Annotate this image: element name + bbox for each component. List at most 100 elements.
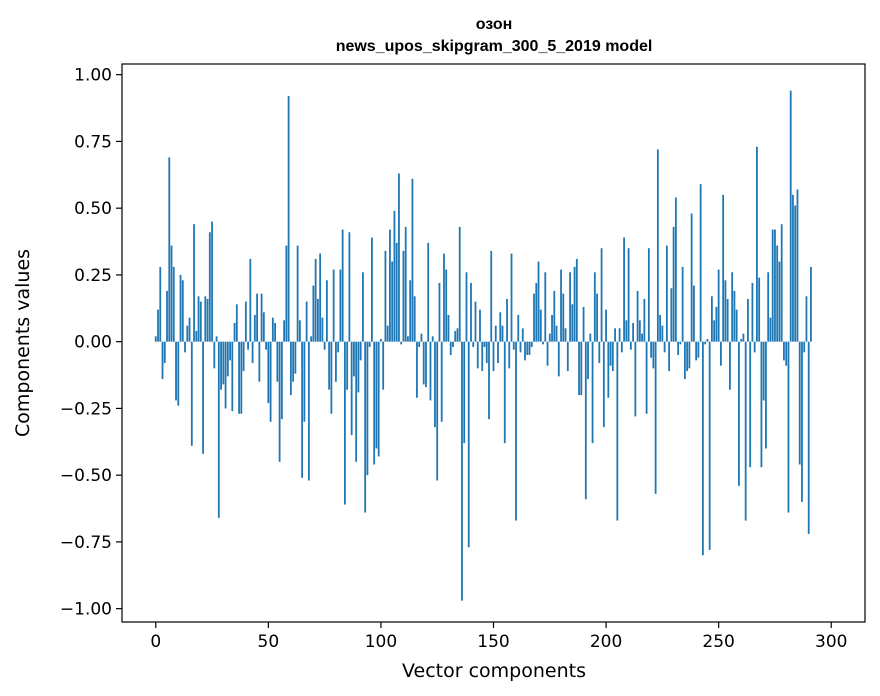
bar-139 bbox=[467, 341, 470, 548]
bar-148 bbox=[488, 341, 490, 420]
y-tick-label: 1.00 bbox=[74, 66, 112, 86]
bar-14 bbox=[186, 325, 189, 342]
bar-220 bbox=[650, 341, 653, 358]
bar-128 bbox=[443, 253, 445, 342]
bar-142 bbox=[474, 301, 477, 342]
bar-46 bbox=[258, 341, 261, 382]
bar-21 bbox=[202, 341, 204, 454]
bar-94 bbox=[366, 341, 369, 476]
bar-16 bbox=[190, 341, 193, 446]
bar-3 bbox=[161, 341, 164, 380]
bar-168 bbox=[533, 293, 535, 342]
bar-86 bbox=[348, 232, 351, 342]
bar-146 bbox=[483, 341, 486, 348]
bar-127 bbox=[440, 341, 443, 422]
bar-159 bbox=[512, 341, 515, 350]
bar-162 bbox=[519, 341, 522, 353]
bar-35 bbox=[233, 322, 236, 342]
bar-224 bbox=[659, 314, 662, 342]
bar-154 bbox=[501, 325, 504, 342]
bar-237 bbox=[688, 341, 691, 369]
bar-13 bbox=[184, 341, 186, 353]
bar-74 bbox=[321, 317, 324, 342]
bar-194 bbox=[591, 341, 594, 444]
bar-101 bbox=[382, 341, 385, 390]
bar-214 bbox=[636, 290, 639, 342]
bar-178 bbox=[555, 325, 558, 342]
bar-130 bbox=[447, 314, 450, 342]
x-axis-label: Vector components bbox=[402, 660, 586, 682]
bar-274 bbox=[771, 229, 774, 342]
bar-73 bbox=[319, 253, 322, 342]
bar-235 bbox=[683, 341, 686, 380]
bar-4 bbox=[163, 341, 166, 364]
bar-230 bbox=[672, 226, 675, 342]
x-tick-label: 200 bbox=[590, 632, 622, 652]
y-axis-label: Components values bbox=[12, 249, 34, 437]
bar-179 bbox=[557, 341, 560, 377]
bar-176 bbox=[551, 314, 553, 342]
y-tick-label: 0.25 bbox=[74, 266, 112, 286]
bar-144 bbox=[479, 309, 481, 342]
bar-254 bbox=[726, 298, 729, 342]
bar-277 bbox=[778, 261, 781, 342]
bars-group bbox=[154, 90, 812, 601]
y-tick-label: 0.00 bbox=[74, 333, 112, 353]
bar-117 bbox=[418, 341, 421, 348]
bar-123 bbox=[431, 336, 434, 342]
bar-30 bbox=[222, 341, 225, 385]
bar-15 bbox=[188, 317, 191, 342]
y-tick-label: −0.50 bbox=[60, 466, 112, 486]
bar-88 bbox=[353, 341, 355, 377]
bar-135 bbox=[458, 226, 461, 342]
bar-138 bbox=[465, 272, 468, 342]
bar-45 bbox=[256, 293, 258, 342]
bar-126 bbox=[438, 282, 441, 342]
bar-166 bbox=[528, 341, 531, 356]
bar-141 bbox=[472, 341, 475, 348]
x-ticks: 0 50 100 150 200 250 300 bbox=[150, 622, 847, 652]
bar-232 bbox=[677, 341, 680, 356]
bar-104 bbox=[389, 229, 391, 342]
bar-288 bbox=[803, 341, 806, 353]
bar-258 bbox=[735, 309, 738, 342]
bar-188 bbox=[578, 341, 580, 396]
bar-210 bbox=[627, 248, 630, 342]
x-tick-label: 250 bbox=[702, 632, 734, 652]
bar-153 bbox=[499, 312, 502, 342]
bar-149 bbox=[490, 250, 493, 342]
bar-259 bbox=[738, 341, 740, 486]
bar-227 bbox=[665, 245, 668, 342]
bar-244 bbox=[704, 341, 707, 345]
bar-129 bbox=[445, 269, 448, 342]
bar-65 bbox=[301, 341, 304, 478]
bar-271 bbox=[765, 341, 767, 449]
bar-247 bbox=[710, 296, 713, 342]
bar-242 bbox=[699, 184, 702, 342]
bar-282 bbox=[789, 90, 792, 342]
bar-167 bbox=[530, 341, 533, 348]
chart-title-line1: озон bbox=[476, 16, 513, 33]
bar-238 bbox=[690, 213, 693, 342]
bar-215 bbox=[638, 320, 641, 342]
bar-55 bbox=[278, 341, 281, 462]
bar-240 bbox=[695, 341, 698, 361]
bar-189 bbox=[580, 341, 583, 396]
bar-278 bbox=[780, 224, 783, 342]
bar-225 bbox=[661, 325, 664, 342]
bar-174 bbox=[546, 341, 549, 366]
bar-143 bbox=[476, 341, 479, 369]
plot-frame bbox=[121, 63, 866, 623]
bar-62 bbox=[294, 341, 297, 374]
bar-287 bbox=[801, 341, 803, 502]
y-tick-label: 0.50 bbox=[74, 199, 112, 219]
y-tick-label: −0.25 bbox=[60, 399, 112, 419]
x-tick-label: 300 bbox=[815, 632, 847, 652]
bar-32 bbox=[226, 341, 229, 377]
y-ticks: 1.00 0.75 0.50 0.25 0.00 −0.25 −0.50 −0.75 −1.00 bbox=[60, 66, 122, 620]
bar-87 bbox=[350, 341, 353, 436]
bar-269 bbox=[760, 341, 763, 468]
bar-61 bbox=[292, 341, 295, 382]
bar-170 bbox=[537, 261, 540, 342]
bar-260 bbox=[740, 338, 743, 342]
